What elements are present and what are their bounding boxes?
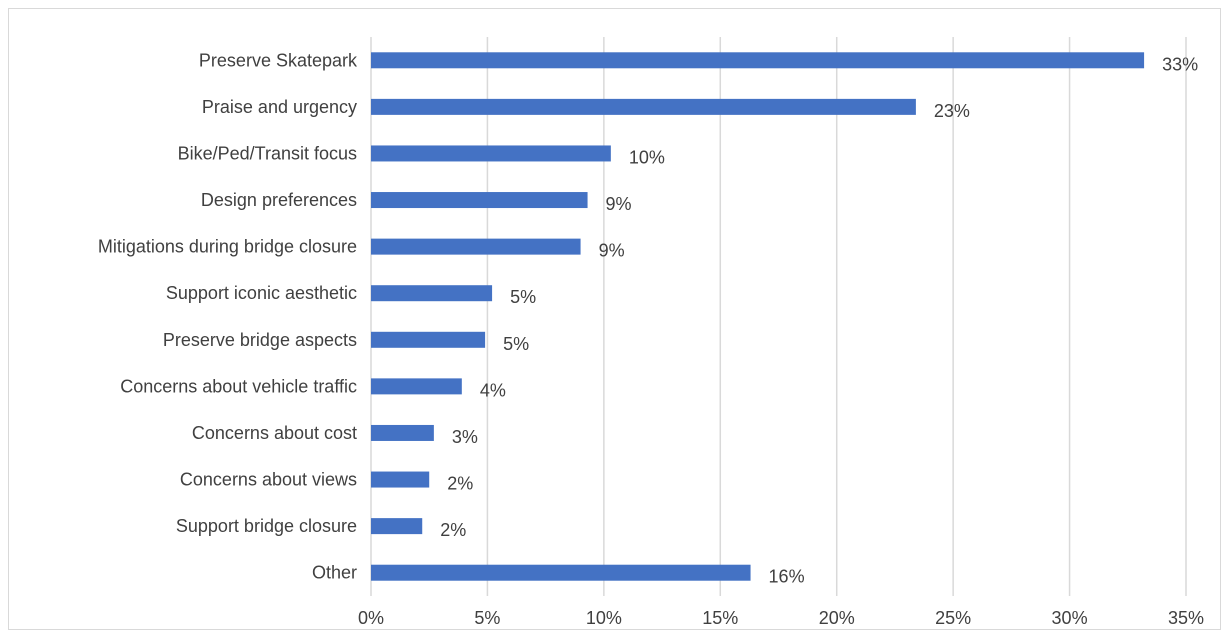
bar xyxy=(371,192,588,209)
x-tick-label: 5% xyxy=(474,608,500,628)
data-label: 9% xyxy=(599,241,625,261)
data-label: 23% xyxy=(934,101,970,121)
bar xyxy=(371,145,611,162)
data-label: 16% xyxy=(769,567,805,587)
category-label: Support bridge closure xyxy=(176,516,357,536)
data-label: 4% xyxy=(480,380,506,400)
bar xyxy=(371,424,434,441)
data-label: 33% xyxy=(1162,54,1198,74)
chart-frame: Preserve Skatepark Praise and urgency Bike… xyxy=(8,8,1221,630)
bar-chart: Preserve Skatepark Praise and urgency Bike… xyxy=(98,37,1204,628)
x-tick-label: 30% xyxy=(1052,608,1088,628)
x-tick-label: 10% xyxy=(586,608,622,628)
bar xyxy=(371,52,1145,69)
category-label: Bike/Ped/Transit focus xyxy=(178,143,357,163)
bar xyxy=(371,98,916,115)
category-label: Preserve Skatepark xyxy=(199,50,358,70)
x-tick-label: 15% xyxy=(702,608,738,628)
data-label: 5% xyxy=(503,334,529,354)
category-label: Concerns about views xyxy=(180,470,357,490)
x-tick-label: 0% xyxy=(358,608,384,628)
x-axis-tick-labels: 0% 5% 10% 15% 20% 25% 30% 35% xyxy=(358,608,1204,628)
data-label: 2% xyxy=(440,520,466,540)
gridlines xyxy=(370,37,1187,596)
bar xyxy=(371,238,581,255)
category-label: Design preferences xyxy=(201,190,357,210)
x-tick-label: 20% xyxy=(819,608,855,628)
bar xyxy=(371,285,493,302)
category-label: Mitigations during bridge closure xyxy=(98,237,357,257)
category-label: Support iconic aesthetic xyxy=(166,283,357,303)
data-label: 5% xyxy=(510,287,536,307)
category-label: Praise and urgency xyxy=(202,97,357,117)
bar xyxy=(371,518,423,535)
category-label: Preserve bridge aspects xyxy=(163,330,357,350)
category-label: Concerns about cost xyxy=(192,423,357,443)
category-label: Concerns about vehicle traffic xyxy=(120,376,357,396)
data-labels: 33% 23% 10% 9% 9% 5% 5% 4% 3% 2% 2% 16% xyxy=(440,54,1198,586)
bar xyxy=(371,471,430,488)
bars xyxy=(371,52,1145,581)
x-tick-label: 35% xyxy=(1168,608,1204,628)
bar xyxy=(371,331,486,348)
data-label: 2% xyxy=(447,474,473,494)
data-label: 10% xyxy=(629,147,665,167)
data-label: 9% xyxy=(606,194,632,214)
bar xyxy=(371,378,462,395)
data-label: 3% xyxy=(452,427,478,447)
category-label: Other xyxy=(312,563,357,583)
x-tick-label: 25% xyxy=(935,608,971,628)
bar xyxy=(371,564,751,581)
category-labels: Preserve Skatepark Praise and urgency Bike… xyxy=(98,50,358,582)
